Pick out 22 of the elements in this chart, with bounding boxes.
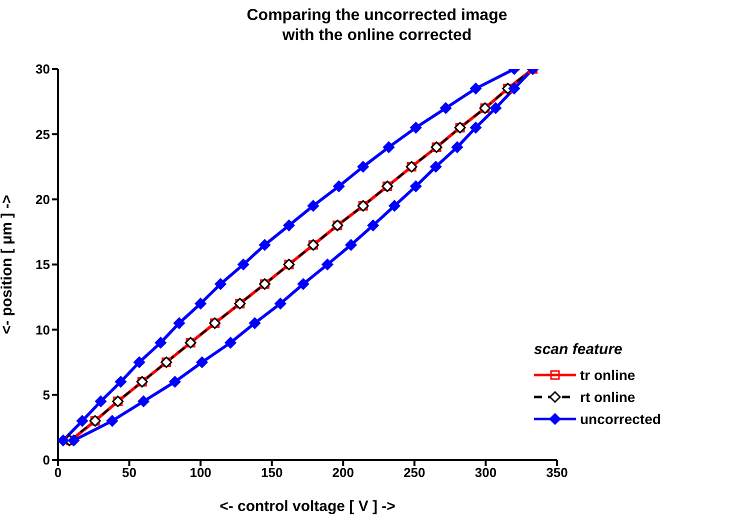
y-tick-label: 25: [36, 126, 50, 142]
y-tick-label: 10: [36, 322, 50, 338]
legend-label: tr online: [580, 367, 636, 383]
legend-label: rt online: [580, 389, 636, 405]
x-axis-title: <- control voltage [ V ] ->: [220, 498, 396, 515]
x-tick-label: 0: [54, 465, 62, 480]
x-tick-label: 100: [190, 465, 212, 480]
y-tick-label: 15: [36, 257, 50, 272]
legend-title: scan feature: [534, 341, 624, 358]
x-tick-label: 300: [474, 465, 497, 480]
y-tick-label: 20: [36, 192, 50, 207]
y-tick-label: 30: [36, 62, 50, 77]
y-axis-title: <- position [ μm ] ->: [0, 194, 16, 334]
y-tick-label: 5: [42, 387, 50, 402]
x-tick-label: 200: [332, 465, 354, 480]
x-tick-label: 250: [404, 465, 426, 480]
x-tick-label: 150: [261, 465, 283, 480]
x-tick-label: 50: [122, 465, 137, 480]
x-tick-label: 350: [546, 465, 568, 480]
legend-label: uncorrected: [580, 411, 661, 427]
y-tick-label: 0: [42, 452, 50, 468]
chart-title: Comparing the uncorrected image with the online corrected: [246, 6, 508, 46]
